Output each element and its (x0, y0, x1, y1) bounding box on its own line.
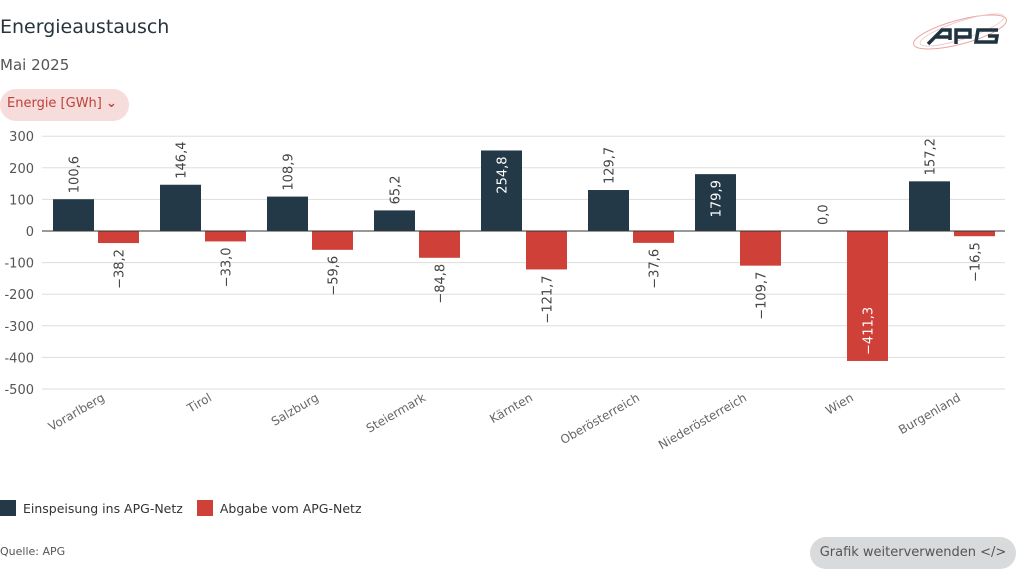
bar-abgabe (847, 231, 888, 361)
data-label: −33,0 (220, 247, 235, 287)
y-tick-label: 300 (9, 130, 34, 145)
bar-abgabe (98, 231, 139, 244)
legend-swatch-abgabe (196, 500, 213, 516)
legend-label-einspeisung: Einspeisung ins APG-Netz (23, 500, 183, 516)
legend-swatch-einspeisung (0, 500, 16, 516)
source-note: Quelle: APG (0, 545, 66, 558)
data-label: 179,9 (710, 180, 725, 217)
x-tick-label: Burgenland (896, 390, 963, 437)
data-label: 108,9 (282, 153, 297, 190)
x-tick-label: Kärnten (487, 390, 535, 426)
bar-abgabe (312, 231, 353, 250)
bar-einspeisung (695, 174, 736, 231)
chart-title: Energieaustausch (0, 16, 170, 38)
legend-item-einspeisung[interactable]: Einspeisung ins APG-Netz (0, 500, 183, 516)
data-label: −411,3 (862, 307, 877, 355)
legend: Einspeisung ins APG-Netz Abgabe vom APG-… (0, 500, 376, 516)
bar-abgabe (526, 231, 567, 270)
y-tick-label: -100 (4, 257, 34, 272)
bar-abgabe (205, 231, 246, 242)
y-tick-label: -200 (4, 288, 34, 303)
reuse-graphic-button[interactable]: Grafik weiterverwenden </> (810, 537, 1016, 569)
y-tick-label: -500 (4, 383, 34, 398)
bar-abgabe (633, 231, 674, 243)
x-tick-label: Salzburg (269, 390, 321, 428)
x-tick-label: Niederösterreich (656, 390, 749, 452)
x-tick-label: Tirol (184, 390, 214, 415)
bar-abgabe (419, 231, 460, 258)
data-label: −16,5 (969, 242, 984, 282)
x-tick-label: Wien (823, 390, 856, 417)
data-label: −38,2 (113, 249, 128, 289)
data-label: −59,6 (327, 256, 342, 296)
data-label: 146,4 (175, 142, 190, 179)
x-tick-label: Vorarlberg (46, 390, 107, 433)
y-tick-label: -400 (4, 351, 34, 366)
chevron-down-icon: ⌄ (106, 96, 117, 111)
bar-einspeisung (588, 190, 629, 231)
data-label: 0,0 (817, 204, 832, 225)
bar-einspeisung (909, 181, 950, 231)
bar-chart: 300 200 100 0 -100 -200 -300 -400 -500 100,6 −38,2… (4, 130, 1005, 452)
y-tick-label: -300 (4, 320, 34, 335)
chart-subtitle: Mai 2025 (0, 56, 70, 74)
bar-einspeisung (160, 184, 201, 231)
data-label: 254,8 (496, 156, 511, 193)
data-label: 100,6 (68, 156, 83, 193)
bar-einspeisung (481, 150, 522, 231)
apg-logo (913, 13, 1007, 50)
y-tick-label: 0 (26, 225, 34, 240)
y-tick-label: 200 (9, 162, 34, 177)
bar-einspeisung (267, 196, 308, 231)
unit-dropdown-label: Energie [GWh] (7, 96, 102, 111)
bar-abgabe (740, 231, 781, 266)
legend-label-abgabe: Abgabe vom APG-Netz (219, 500, 362, 516)
data-label: −109,7 (755, 272, 770, 320)
legend-item-abgabe[interactable]: Abgabe vom APG-Netz (196, 500, 362, 516)
data-label: 157,2 (924, 138, 939, 175)
x-tick-label: Steiermark (364, 390, 428, 435)
x-tick-label: Oberösterreich (558, 390, 642, 447)
unit-dropdown[interactable]: Energie [GWh] ⌄ (0, 89, 129, 121)
data-label: −121,7 (541, 275, 556, 323)
data-label: 65,2 (389, 175, 404, 204)
data-label: −37,6 (648, 249, 663, 289)
data-label: −84,8 (434, 264, 449, 304)
y-tick-label: 100 (9, 193, 34, 208)
bar-einspeisung (53, 199, 94, 231)
bar-einspeisung (374, 210, 415, 231)
bar-abgabe (954, 231, 995, 237)
data-label: 129,7 (603, 147, 618, 184)
